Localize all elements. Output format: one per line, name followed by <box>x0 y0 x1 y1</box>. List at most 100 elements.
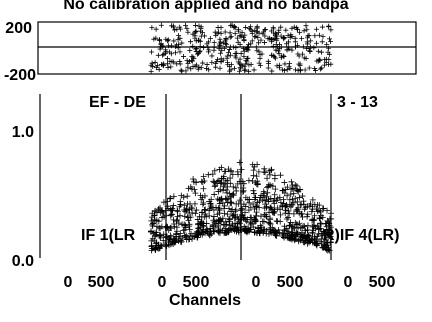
amplitude-point <box>250 224 257 231</box>
phase-point <box>243 58 249 64</box>
amplitude-point <box>203 213 210 220</box>
phase-point <box>227 44 233 50</box>
amplitude-point <box>169 205 176 212</box>
phase-point <box>255 40 261 46</box>
phase-point <box>218 25 224 31</box>
amplitude-point <box>192 210 199 217</box>
phase-point <box>234 35 240 41</box>
amplitude-point <box>186 235 193 242</box>
phase-point <box>316 32 322 38</box>
amplitude-point <box>312 236 319 243</box>
phase-point <box>292 67 298 73</box>
phase-point <box>209 60 215 66</box>
amplitude-point <box>215 188 222 195</box>
phase-point <box>184 58 190 64</box>
phase-point <box>281 54 287 60</box>
phase-point <box>237 66 243 72</box>
x-tick-7: 500 <box>369 274 396 291</box>
phase-point <box>232 25 238 31</box>
amplitude-point <box>163 223 170 230</box>
amplitude-point <box>299 213 306 220</box>
amplitude-point <box>182 233 189 240</box>
amplitude-point <box>173 228 180 235</box>
phase-point <box>276 51 282 57</box>
amplitude-point <box>195 225 202 232</box>
phase-point <box>227 30 233 36</box>
phase-point <box>326 36 332 42</box>
phase-point <box>257 63 263 69</box>
amplitude-point <box>224 189 231 196</box>
phase-point <box>204 41 210 47</box>
phase-point <box>284 47 290 53</box>
amplitude-point <box>230 212 237 219</box>
amplitude-point <box>167 232 174 239</box>
amplitude-point <box>236 159 243 166</box>
amplitude-point <box>281 179 288 186</box>
amplitude-point <box>251 215 258 222</box>
amplitude-point <box>301 206 308 213</box>
phase-point <box>296 53 302 59</box>
amplitude-point <box>265 196 272 203</box>
amplitude-point <box>320 228 327 235</box>
amplitude-point <box>319 205 326 212</box>
phase-point <box>185 64 191 70</box>
phase-point <box>285 44 291 50</box>
phase-point <box>252 34 258 40</box>
phase-point <box>224 41 230 47</box>
amplitude-point <box>224 177 231 184</box>
phase-point <box>155 52 161 58</box>
amplitude-point <box>293 221 300 228</box>
phase-point <box>273 33 279 39</box>
phase-point <box>260 31 266 37</box>
amplitude-point <box>148 217 155 224</box>
phase-point <box>223 36 229 42</box>
amplitude-point <box>193 207 200 214</box>
amplitude-point <box>226 205 233 212</box>
amplitude-point <box>294 198 301 205</box>
amplitude-point <box>203 226 210 233</box>
amplitude-point <box>216 166 223 173</box>
amplitude-point <box>253 209 260 216</box>
amplitude-point <box>291 236 298 243</box>
amplitude-point <box>271 208 278 215</box>
phase-point <box>197 48 203 54</box>
phase-y-tick-top: 200 <box>5 20 32 37</box>
phase-point <box>276 27 282 33</box>
amplitude-point <box>167 212 174 219</box>
phase-point <box>242 32 248 38</box>
phase-point <box>196 64 202 70</box>
chart-title: No calibration applied and no bandpa <box>63 0 348 13</box>
amplitude-point <box>271 200 278 207</box>
phase-point <box>289 25 295 31</box>
amplitude-point <box>252 194 259 201</box>
amplitude-point <box>206 212 213 219</box>
phase-point <box>188 57 194 63</box>
phase-point <box>271 30 277 36</box>
amplitude-point <box>175 235 182 242</box>
amplitude-point <box>266 171 273 178</box>
phase-point <box>209 53 215 59</box>
phase-point <box>269 36 275 42</box>
phase-point <box>275 44 281 50</box>
amplitude-point <box>200 185 207 192</box>
phase-point <box>211 47 217 53</box>
phase-point <box>242 67 248 73</box>
phase-point <box>198 28 204 34</box>
amplitude-point <box>148 243 155 250</box>
phase-point <box>324 42 330 48</box>
amplitude-point <box>200 173 207 180</box>
phase-point <box>198 65 204 71</box>
amplitude-point <box>149 223 156 230</box>
phase-point <box>176 33 182 39</box>
channel-range-label: 3 - 13 <box>337 94 378 111</box>
phase-point <box>278 44 284 50</box>
phase-point <box>166 43 172 49</box>
amplitude-point <box>247 219 254 226</box>
phase-point <box>251 67 257 73</box>
phase-point <box>237 56 243 62</box>
amplitude-point <box>325 230 332 237</box>
amplitude-point <box>242 225 249 232</box>
phase-point <box>317 57 323 63</box>
phase-point <box>161 63 167 69</box>
amplitude-point <box>200 200 207 207</box>
